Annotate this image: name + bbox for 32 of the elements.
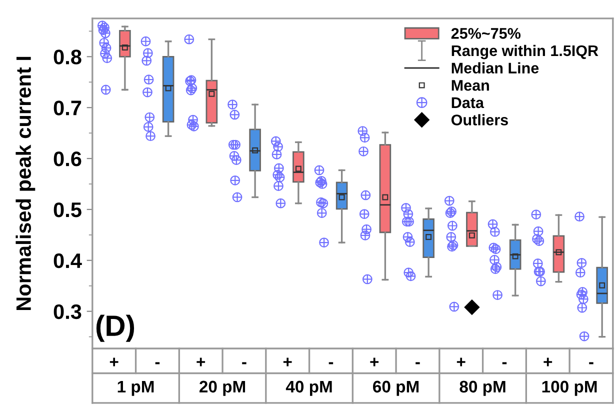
y-tick-label: 0.3 (54, 304, 82, 320)
text: 100 pM (542, 380, 597, 396)
annotation: Mean (452, 80, 489, 91)
text: 80 pM (460, 380, 506, 396)
x-tick-label: - (416, 362, 420, 364)
legend-label: Data (452, 97, 484, 108)
x-tick-label: + (110, 358, 118, 366)
x-tick-label: - (242, 362, 246, 364)
x-tick-label: + (196, 358, 206, 366)
x-tick-label: - (155, 362, 160, 364)
text: 1 pM (118, 380, 154, 396)
annotation: (D) (96, 314, 134, 342)
x-tick-label: + (544, 358, 552, 366)
text: 40 pM (286, 380, 332, 396)
x-tick-label: + (283, 358, 292, 366)
y-tick-label: 0.7 (54, 100, 82, 116)
x-tick-label: - (328, 362, 334, 364)
annotation: Range within 1.5IQR (452, 44, 598, 60)
x-tick-label: - (589, 362, 594, 364)
x-tick-label: + (456, 358, 466, 366)
annotation: Median Line (452, 62, 539, 74)
text: 20 pM (199, 380, 246, 396)
text: 60 pM (373, 380, 419, 396)
annotation: Outliers (451, 114, 508, 126)
legend-label: 25%~75% (451, 28, 521, 39)
y-tick-label: 0.4 (54, 253, 82, 268)
y-tick-label: 0.6 (54, 152, 82, 166)
x-tick-label: - (502, 362, 507, 364)
y-tick-label: 0.8 (54, 50, 82, 64)
y-axis-title: Normalised peak current I (16, 56, 36, 310)
x-tick-label: + (370, 358, 379, 366)
y-tick-label: 0.5 (54, 202, 82, 218)
